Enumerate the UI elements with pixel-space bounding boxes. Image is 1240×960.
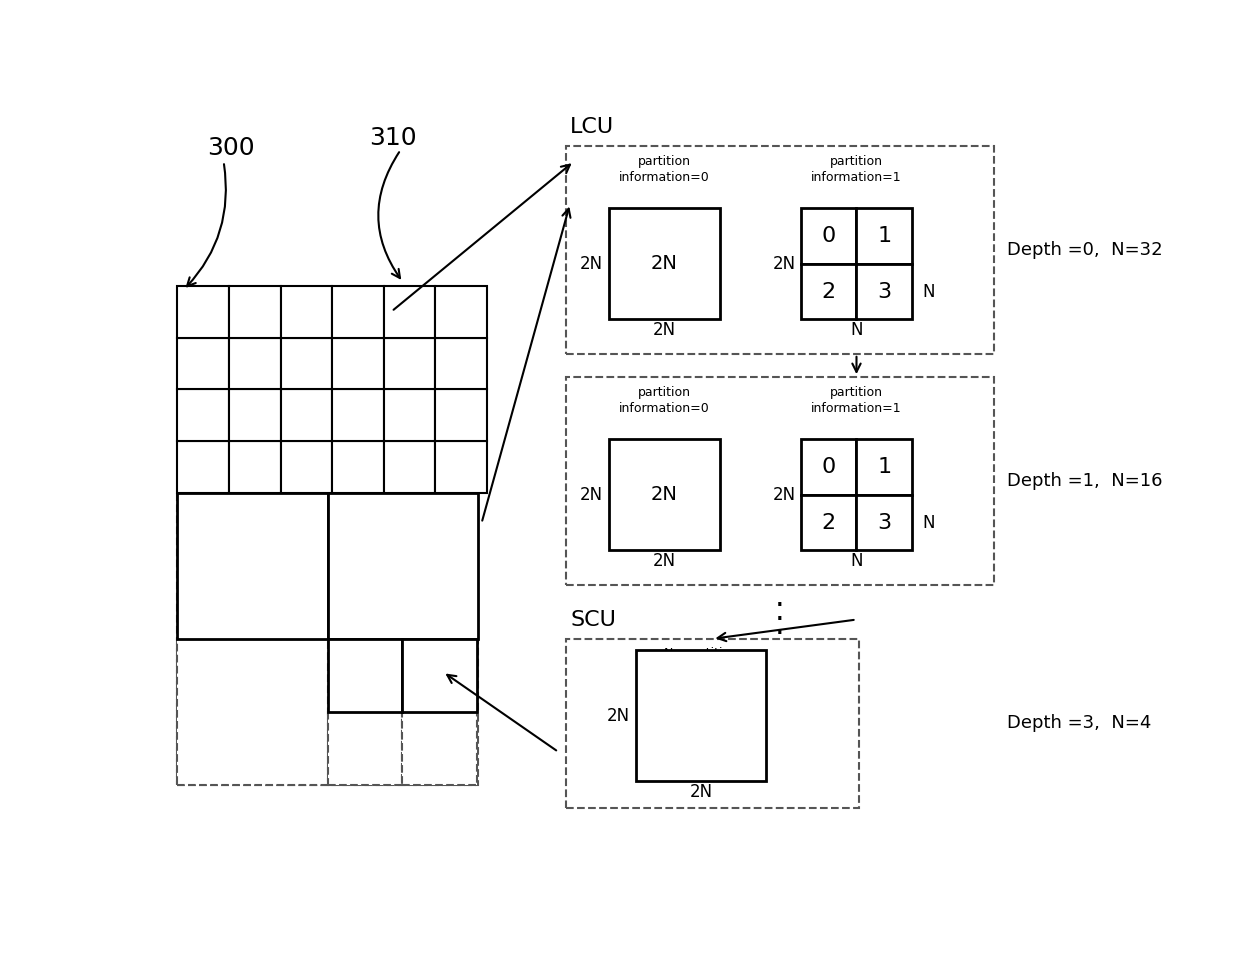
Bar [177, 492, 477, 785]
Bar [327, 638, 402, 712]
Bar [280, 286, 332, 338]
Text: 0: 0 [822, 457, 836, 477]
Bar [435, 390, 487, 441]
Text: 1: 1 [877, 227, 892, 246]
Text: LCU: LCU [570, 117, 614, 136]
Text: partition
information=0: partition information=0 [619, 156, 709, 184]
Bar [435, 441, 487, 492]
Text: 2N: 2N [651, 486, 677, 504]
Text: 2N: 2N [652, 321, 676, 339]
Bar [383, 390, 435, 441]
Text: Depth =1,  N=16: Depth =1, N=16 [1007, 472, 1163, 490]
Bar [857, 494, 911, 550]
Bar [857, 440, 911, 494]
Text: ·: · [775, 606, 785, 635]
Text: No partition
information: No partition information [663, 646, 738, 676]
Bar [177, 441, 229, 492]
Bar [229, 338, 280, 390]
Text: 2N: 2N [580, 486, 603, 504]
Bar [435, 286, 487, 338]
Text: 2N: 2N [773, 254, 796, 273]
Text: 2N: 2N [689, 783, 713, 801]
Text: N: N [851, 552, 863, 570]
Text: Depth =0,  N=32: Depth =0, N=32 [1007, 241, 1163, 259]
Text: 2: 2 [822, 281, 836, 301]
Text: ·: · [775, 592, 785, 621]
Bar [801, 440, 857, 494]
Bar [177, 338, 229, 390]
Bar [383, 286, 435, 338]
Bar [177, 638, 327, 785]
Bar [332, 441, 383, 492]
Text: 3: 3 [877, 281, 892, 301]
Text: 1: 1 [877, 457, 892, 477]
Bar [229, 441, 280, 492]
Text: N: N [921, 514, 935, 532]
Bar [280, 390, 332, 441]
Bar [567, 638, 859, 808]
Text: 300: 300 [207, 135, 255, 159]
Text: 2N: 2N [608, 707, 630, 725]
Text: N: N [921, 282, 935, 300]
Bar [609, 207, 720, 320]
Bar [801, 264, 857, 320]
Bar [229, 286, 280, 338]
Bar [801, 494, 857, 550]
Text: 310: 310 [370, 127, 417, 151]
Bar [177, 390, 229, 441]
Bar [567, 377, 993, 585]
Text: 2N: 2N [651, 254, 677, 274]
Text: partition
information=0: partition information=0 [619, 386, 709, 416]
Bar [435, 338, 487, 390]
Text: 2N: 2N [652, 552, 676, 570]
Text: 2N: 2N [580, 254, 603, 273]
Text: 2: 2 [822, 513, 836, 533]
Bar [177, 492, 327, 638]
Text: partition
information=1: partition information=1 [811, 156, 901, 184]
Bar [383, 441, 435, 492]
Text: SCU: SCU [570, 610, 616, 630]
Text: 0: 0 [822, 227, 836, 246]
Text: 3: 3 [877, 513, 892, 533]
Bar [177, 286, 229, 338]
Bar [857, 264, 911, 320]
Bar [402, 638, 477, 712]
Bar [327, 712, 402, 785]
Bar [327, 492, 477, 638]
Bar [332, 286, 383, 338]
Bar [857, 208, 911, 264]
Text: 2N: 2N [773, 486, 796, 504]
Text: ·: · [775, 620, 785, 649]
Bar [332, 390, 383, 441]
Bar [402, 712, 477, 785]
Text: N: N [851, 321, 863, 339]
Bar [280, 441, 332, 492]
Bar [635, 650, 766, 781]
Bar [567, 146, 993, 354]
Bar [229, 390, 280, 441]
Bar [332, 338, 383, 390]
Bar [609, 439, 720, 550]
Text: Depth =3,  N=4: Depth =3, N=4 [1007, 714, 1152, 732]
Bar [280, 338, 332, 390]
Text: partition
information=1: partition information=1 [811, 386, 901, 416]
Bar [801, 208, 857, 264]
Bar [383, 338, 435, 390]
